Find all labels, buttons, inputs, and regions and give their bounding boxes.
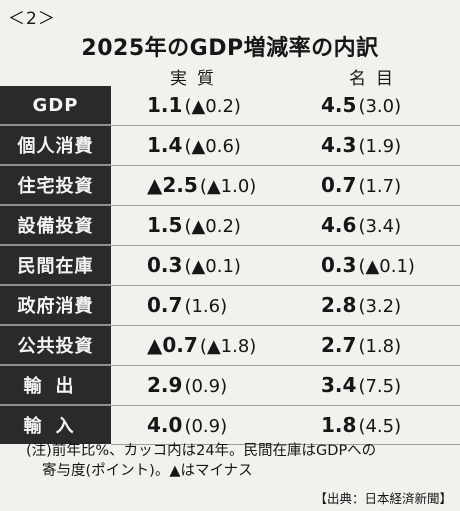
nominal-value-cell: 0.3 (▲0.1) [279,245,460,286]
nominal-prior-year-value: (3.2) [358,296,402,317]
table-row: 政府消費 0.7 (1.6) 2.8 (3.2) [0,285,460,326]
row-label: 輸出 [0,365,111,406]
nominal-value-cell: 1.8 (4.5) [279,405,460,445]
real-value: 2.9 [147,373,183,397]
real-value-cell: ▲2.5 (▲1.0) [111,165,279,206]
table-row: 民間在庫 0.3 (▲0.1) 0.3 (▲0.1) [0,245,460,286]
nominal-prior-year-value: (1.7) [358,176,402,197]
nominal-prior-year-value: (3.0) [358,96,402,118]
nominal-value-cell: 4.5 (3.0) [279,86,460,126]
real-value: ▲0.7 [147,333,198,357]
row-label: 住宅投資 [0,165,111,206]
real-prior-year-value: (▲0.2) [184,216,241,237]
nominal-value: 0.3 [321,253,357,277]
nominal-value: 2.8 [321,293,357,317]
row-label: GDP [0,86,111,126]
real-value-cell: 0.7 (1.6) [111,285,279,326]
real-value: ▲2.5 [147,173,198,197]
nominal-prior-year-value: (1.9) [358,136,402,157]
table-title: 2025年のGDP増減率の内訳 [81,36,379,61]
real-value-cell: 1.5 (▲0.2) [111,205,279,246]
real-value: 4.0 [147,412,183,437]
real-value-cell: 4.0 (0.9) [111,405,279,445]
row-label: 設備投資 [0,205,111,246]
source-credit: 【出典：日本経済新聞】 [314,491,452,506]
nominal-prior-year-value: (▲0.1) [358,256,415,277]
nominal-prior-year-value: (7.5) [358,376,402,397]
real-value-cell: 2.9 (0.9) [111,365,279,406]
nominal-value: 4.5 [321,93,357,118]
nominal-value-cell: 4.6 (3.4) [279,205,460,246]
nominal-value: 3.4 [321,373,357,397]
nominal-prior-year-value: (1.8) [358,336,402,357]
real-value-cell: 1.4 (▲0.6) [111,125,279,166]
nominal-prior-year-value: (4.5) [358,415,402,437]
nominal-value-cell: 2.7 (1.8) [279,325,460,366]
nominal-value: 2.7 [321,333,357,357]
table-row: 個人消費 1.4 (▲0.6) 4.3 (1.9) [0,125,460,166]
footnote-line-2: 寄与度(ポイント)。▲はマイナス [42,463,253,479]
row-label: 輸入 [0,405,111,444]
real-prior-year-value: (1.6) [184,296,228,317]
gdp-breakdown-table: GDP 1.1 (▲0.2) 4.5 (3.0) 個人消費 1.4 (▲0.6) 4.3 (1.9… [0,86,460,445]
table-body: GDP 1.1 (▲0.2) 4.5 (3.0) 個人消費 1.4 (▲0.6) 4.3 (1.9… [0,86,460,445]
nominal-value: 4.3 [321,133,357,157]
nominal-value: 0.7 [321,173,357,197]
row-label: 個人消費 [0,125,111,166]
table-row: 住宅投資 ▲2.5 (▲1.0) 0.7 (1.7) [0,165,460,206]
nominal-value: 1.8 [321,412,357,437]
nominal-value: 4.6 [321,213,357,237]
table-row: GDP 1.1 (▲0.2) 4.5 (3.0) [0,86,460,126]
footnote: (注)前年比%、カッコ内は24年。民間在庫はGDPへの 寄与度(ポイント)。▲は… [26,441,446,481]
nominal-prior-year-value: (3.4) [358,216,402,237]
footnote-line-1: (注)前年比%、カッコ内は24年。民間在庫はGDPへの [26,443,377,459]
table-row: 公共投資 ▲0.7 (▲1.8) 2.7 (1.8) [0,325,460,366]
figure-label: ＜2＞ [8,9,56,29]
real-value-cell: 1.1 (▲0.2) [111,86,279,126]
real-value: 0.3 [147,253,183,277]
real-prior-year-value: (▲1.8) [199,336,257,357]
row-label: 民間在庫 [0,245,111,286]
nominal-value-cell: 0.7 (1.7) [279,165,460,206]
nominal-value-cell: 3.4 (7.5) [279,365,460,406]
real-value: 0.7 [147,293,183,317]
row-label: 公共投資 [0,325,111,366]
real-prior-year-value: (▲1.0) [199,176,257,197]
real-value-cell: 0.3 (▲0.1) [111,245,279,286]
real-prior-year-value: (▲0.2) [184,96,241,118]
table-row: 輸出 2.9 (0.9) 3.4 (7.5) [0,365,460,406]
column-header-nominal: 名目 [349,69,403,89]
row-label: 政府消費 [0,285,111,326]
nominal-value-cell: 2.8 (3.2) [279,285,460,326]
real-prior-year-value: (0.9) [184,376,228,397]
real-value: 1.1 [147,93,183,118]
real-value: 1.5 [147,213,183,237]
table-row: 輸入 4.0 (0.9) 1.8 (4.5) [0,405,460,445]
real-prior-year-value: (▲0.1) [184,256,241,277]
column-header-real: 実質 [170,69,224,89]
real-value: 1.4 [147,133,183,157]
real-prior-year-value: (▲0.6) [184,136,241,157]
real-prior-year-value: (0.9) [184,415,228,437]
table-row: 設備投資 1.5 (▲0.2) 4.6 (3.4) [0,205,460,246]
nominal-value-cell: 4.3 (1.9) [279,125,460,166]
real-value-cell: ▲0.7 (▲1.8) [111,325,279,366]
